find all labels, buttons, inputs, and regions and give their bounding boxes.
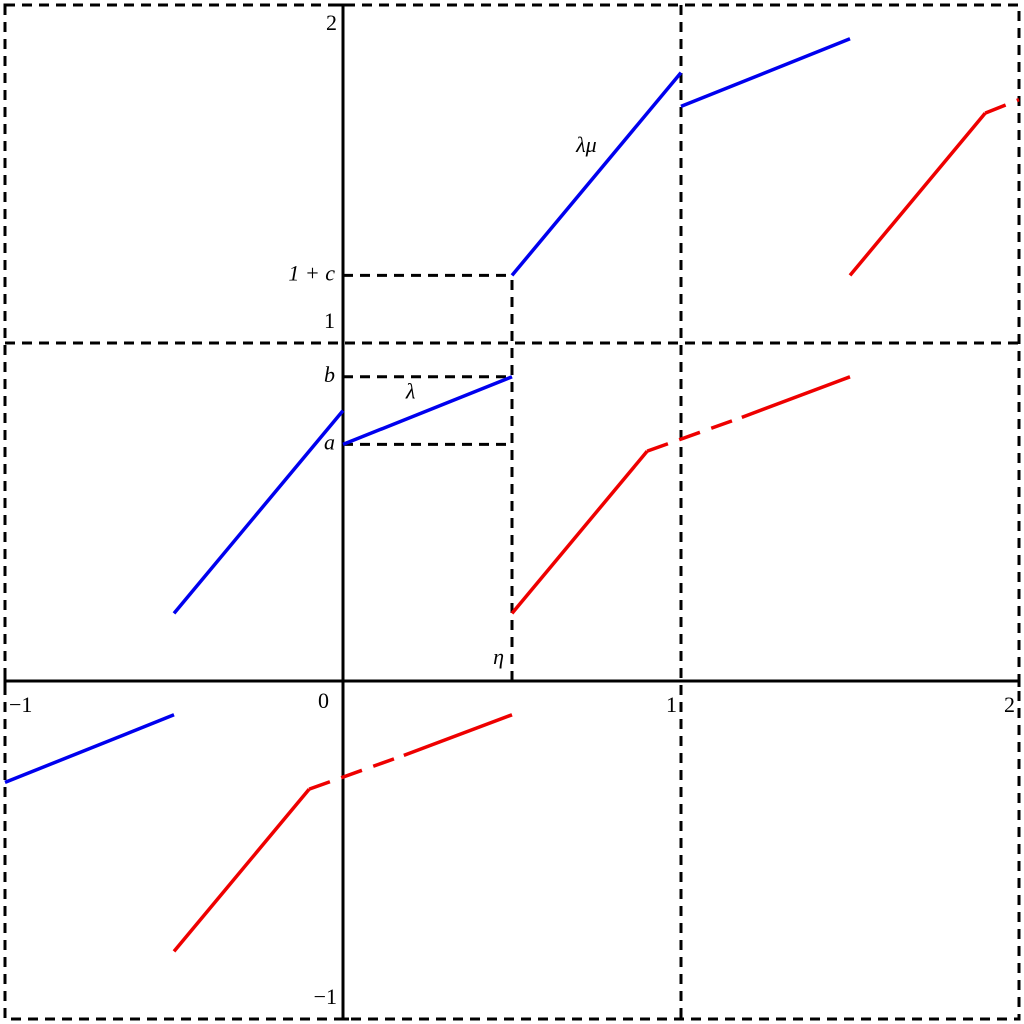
x-tick-label: −1 <box>9 692 32 717</box>
line-segment <box>308 753 405 791</box>
line-segment <box>510 450 649 615</box>
x-tick-label: 2 <box>1004 692 1015 717</box>
annotation: λμ <box>575 132 597 157</box>
line-segment <box>984 98 1020 115</box>
line-segment <box>172 788 311 953</box>
y-tick-label: 2 <box>326 10 337 35</box>
line-segment <box>848 112 987 277</box>
line-segment <box>741 375 851 419</box>
x-tick-label: η <box>493 644 504 669</box>
line-segment <box>342 375 513 447</box>
line-segment <box>680 37 851 109</box>
line-segment <box>403 713 513 757</box>
line-segment <box>172 409 345 615</box>
y-tick-label: b <box>324 362 335 387</box>
annotation: λ <box>405 379 416 404</box>
y-tick-label: 1 + c <box>288 260 335 285</box>
frame <box>3 3 1021 1021</box>
y-tick-label: 1 <box>324 308 335 333</box>
y-tick-label: a <box>324 429 335 454</box>
x-tick-label: 1 <box>666 692 677 717</box>
line-segment <box>4 713 175 785</box>
y-tick-label: −1 <box>314 984 337 1009</box>
line-segment <box>510 71 683 277</box>
x-tick-label: 0 <box>318 688 329 713</box>
line-segment <box>646 415 743 453</box>
